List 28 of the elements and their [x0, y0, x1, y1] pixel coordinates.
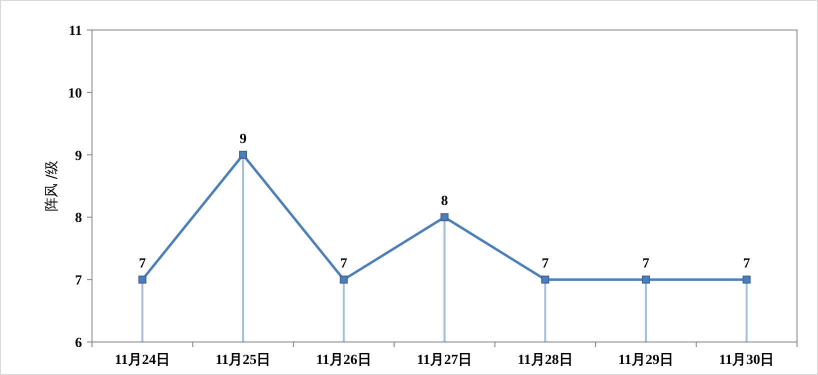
- x-tick-label: 11月26日: [316, 353, 372, 368]
- x-tick-label: 11月25日: [215, 353, 271, 368]
- y-tick-label: 10: [68, 86, 82, 102]
- point: [239, 150, 248, 159]
- x-tick-label: 11月29日: [618, 353, 674, 368]
- point: [642, 276, 650, 284]
- y-tick-label: 9: [75, 148, 82, 164]
- data-label: 9: [240, 132, 247, 147]
- data-label: 7: [743, 256, 750, 272]
- data-label: 7: [642, 256, 650, 272]
- data-label: 7: [340, 256, 348, 272]
- data-label: 7: [542, 256, 549, 272]
- y-axis-title: 阵风 /级: [44, 160, 60, 212]
- y-tick-label: 6: [75, 336, 82, 351]
- x-tick-label: 11月24日: [114, 353, 170, 368]
- data-label: 8: [441, 194, 448, 210]
- point: [440, 213, 448, 222]
- y-tick-label: 11: [68, 24, 82, 39]
- data-label: 7: [138, 256, 146, 272]
- x-tick-label: 11月30日: [719, 353, 774, 368]
- point: [742, 276, 751, 284]
- point: [340, 276, 348, 284]
- x-tick-label: 11月27日: [416, 353, 472, 368]
- y-tick-label: 7: [75, 274, 82, 289]
- point: [138, 276, 146, 284]
- x-tick-label: 11月28日: [518, 353, 573, 368]
- y-tick-label: 8: [75, 211, 82, 226]
- point: [541, 276, 550, 284]
